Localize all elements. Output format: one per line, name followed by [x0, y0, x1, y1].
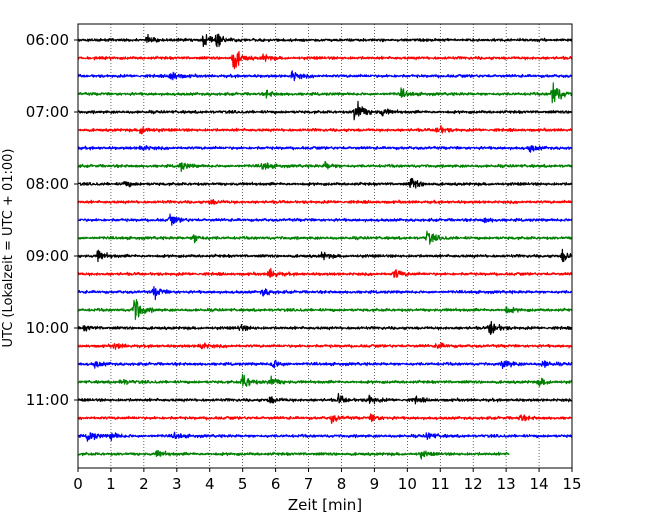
seismogram-trace	[77, 100, 573, 121]
y-tick-label: 10:00	[26, 319, 69, 337]
seismogram-trace	[77, 33, 573, 48]
x-tick-label: 9	[370, 475, 380, 493]
seismogram-trace	[77, 299, 573, 320]
plot-frame	[77, 23, 573, 469]
y-tick-label: 11:00	[26, 391, 69, 409]
seismogram-trace	[77, 145, 573, 153]
seismogram-trace	[77, 373, 573, 387]
x-tick-label: 2	[139, 475, 149, 493]
x-tick-label: 11	[431, 475, 450, 493]
seismogram-trace	[77, 267, 573, 279]
seismogram-trace	[77, 50, 573, 70]
seismogram-traces	[77, 33, 573, 460]
y-tick-label: 09:00	[26, 247, 69, 265]
x-tick-label: 10	[398, 475, 417, 493]
axes: 0 1 2 3 4 5 6 7 8 9 10 11 12 13 14 1506:0007:0008:0009:…	[26, 23, 582, 493]
seismogram-trace	[77, 199, 573, 205]
seismogram-trace	[77, 359, 573, 370]
x-tick-label: 8	[337, 475, 347, 493]
seismogram-trace	[77, 177, 573, 189]
x-tick-label: 0	[73, 475, 83, 493]
seismogram-trace	[77, 320, 573, 336]
seismogram-trace	[77, 392, 573, 405]
x-tick-label: 14	[530, 475, 549, 493]
seismogram-trace	[77, 285, 573, 301]
seismogram-trace	[77, 342, 573, 350]
seismogram-trace	[77, 431, 573, 442]
x-tick-label: 12	[464, 475, 483, 493]
x-tick-label: 3	[172, 475, 182, 493]
grid-lines	[110, 24, 540, 468]
y-axis-label: UTC (Lokalzeit = UTC + 01:00)	[1, 149, 16, 348]
x-tick-label: 13	[497, 475, 516, 493]
seismogram-trace	[77, 230, 573, 245]
y-tick-label: 07:00	[26, 103, 69, 121]
x-tick-label: 15	[562, 475, 581, 493]
y-tick-label: 06:00	[26, 31, 69, 49]
seismogram-trace	[77, 413, 573, 424]
seismogram-trace	[77, 449, 510, 460]
x-tick-label: 4	[205, 475, 215, 493]
seismogram-trace	[77, 213, 573, 226]
x-tick-label: 7	[304, 475, 314, 493]
x-axis-label: Zeit [min]	[288, 496, 362, 514]
x-tick-label: 1	[106, 475, 116, 493]
x-tick-label: 5	[238, 475, 248, 493]
y-tick-label: 08:00	[26, 175, 69, 193]
seismogram-trace	[77, 248, 573, 263]
seismogram-trace	[77, 70, 573, 82]
seismogram-trace	[77, 160, 573, 173]
seismogram-trace	[77, 82, 573, 104]
seismogram-trace	[77, 124, 573, 135]
x-tick-label: 6	[271, 475, 281, 493]
